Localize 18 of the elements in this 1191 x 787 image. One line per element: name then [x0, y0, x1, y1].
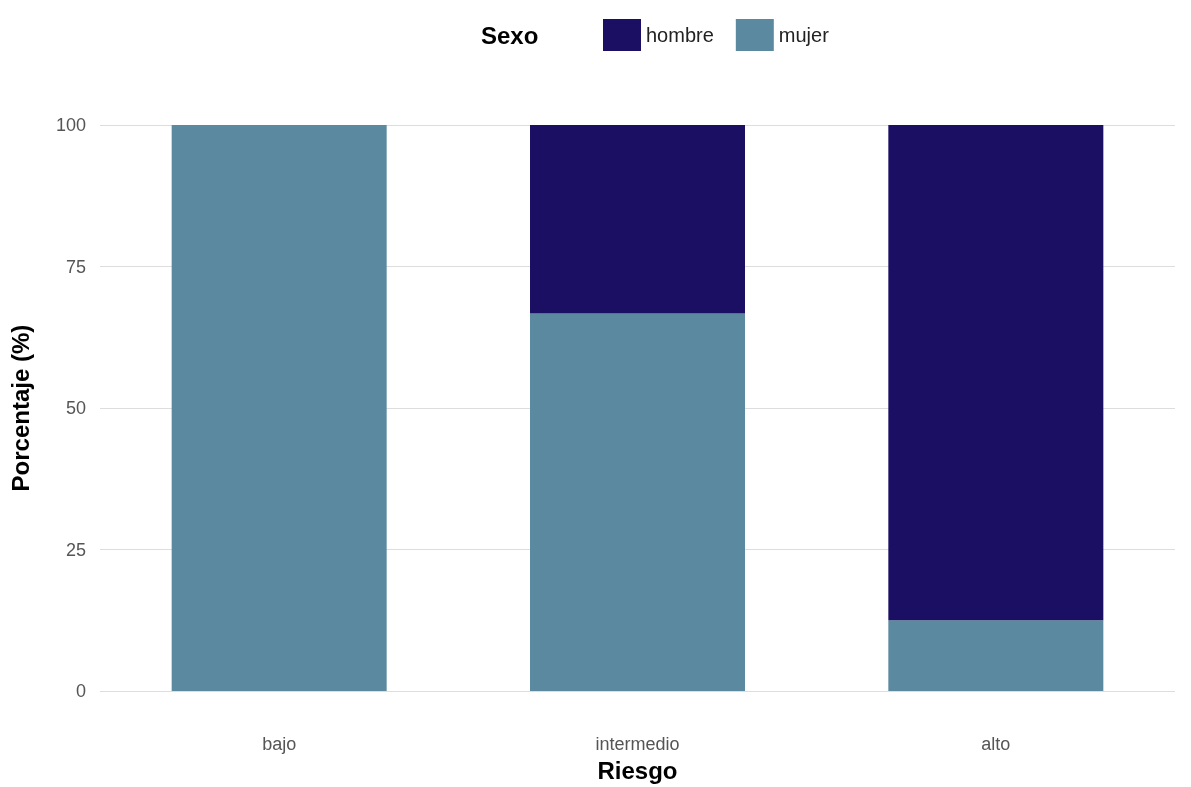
y-tick-label: 0 — [75, 681, 86, 702]
bar — [888, 620, 1104, 692]
x-tick-label: bajo — [262, 734, 297, 755]
y-axis-title: Porcentaje (%) — [6, 324, 34, 492]
bar — [171, 125, 387, 692]
y-tick-label: 25 — [65, 539, 86, 560]
bar — [530, 313, 745, 692]
y-tick-label: 75 — [65, 256, 86, 277]
bar — [530, 125, 745, 314]
y-tick-label: 100 — [55, 115, 86, 135]
legend-label: hombre — [646, 24, 714, 46]
x-axis-title: Riesgo — [597, 756, 678, 784]
y-tick-label: 50 — [65, 398, 86, 419]
x-tick-label: alto — [981, 734, 1011, 755]
legend-label: mujer — [778, 24, 830, 46]
x-tick-label: intermedio — [595, 734, 680, 755]
legend-title: Sexo — [481, 21, 539, 49]
bar — [888, 125, 1104, 621]
